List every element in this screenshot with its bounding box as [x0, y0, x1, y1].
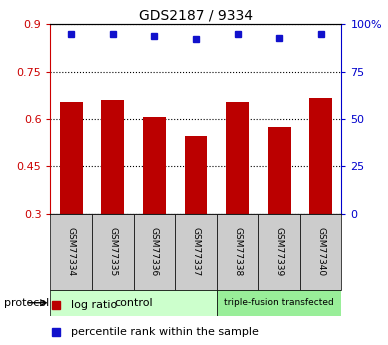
Bar — [50, 290, 217, 316]
Bar — [92, 214, 133, 290]
Bar — [60, 102, 83, 214]
Bar — [50, 214, 92, 290]
Text: GSM77334: GSM77334 — [67, 227, 76, 276]
Text: log ratio: log ratio — [71, 300, 117, 310]
Text: triple-fusion transfected: triple-fusion transfected — [224, 298, 334, 307]
Bar — [143, 117, 166, 214]
Bar — [133, 214, 175, 290]
Bar — [309, 98, 332, 214]
Text: control: control — [114, 298, 153, 308]
Bar — [268, 127, 291, 214]
Title: GDS2187 / 9334: GDS2187 / 9334 — [139, 9, 253, 23]
Bar — [217, 214, 258, 290]
Text: GSM77338: GSM77338 — [233, 227, 242, 276]
Text: percentile rank within the sample: percentile rank within the sample — [71, 327, 259, 337]
Bar — [217, 290, 341, 316]
Bar — [185, 136, 207, 214]
Text: GSM77339: GSM77339 — [275, 227, 284, 276]
Text: GSM77337: GSM77337 — [191, 227, 201, 276]
Text: GSM77335: GSM77335 — [108, 227, 117, 276]
Text: GSM77336: GSM77336 — [150, 227, 159, 276]
Bar — [175, 214, 217, 290]
Bar — [300, 214, 341, 290]
Text: protocol: protocol — [4, 298, 49, 308]
Bar — [226, 102, 249, 214]
Text: GSM77340: GSM77340 — [316, 227, 325, 276]
Bar — [258, 214, 300, 290]
Bar — [101, 100, 124, 214]
